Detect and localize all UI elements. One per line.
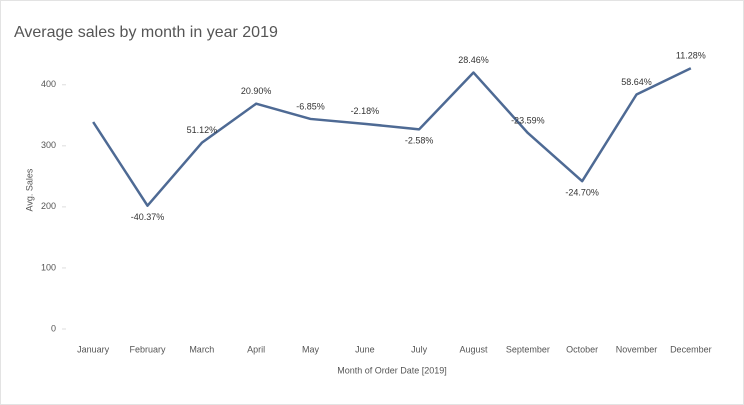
y-tick-label: 300 (41, 140, 56, 150)
value-label: -23.59% (511, 115, 545, 125)
x-tick-label: December (670, 344, 712, 354)
x-tick-label: February (129, 344, 166, 354)
value-label: 28.46% (458, 55, 489, 65)
x-tick-label: August (459, 344, 488, 354)
value-label: 11.28% (676, 51, 706, 61)
value-label: 51.12% (187, 125, 218, 135)
value-label: 20.90% (241, 86, 272, 96)
x-tick-label: July (411, 344, 428, 354)
value-label: -6.85% (296, 101, 325, 111)
x-tick-label: September (506, 344, 550, 354)
x-tick-label: April (247, 344, 265, 354)
y-tick-label: 400 (41, 79, 56, 89)
x-tick-label: May (302, 344, 320, 354)
x-tick-label: November (616, 344, 658, 354)
x-tick-label: January (77, 344, 110, 354)
value-label: -24.70% (565, 188, 599, 198)
y-tick-label: 200 (41, 201, 56, 211)
value-label: -2.58% (405, 136, 434, 146)
chart-title: Average sales by month in year 2019 (14, 24, 278, 41)
line (92, 67, 692, 207)
y-tick-label: 100 (41, 262, 56, 272)
x-tick-label: October (566, 344, 598, 354)
y-tick-label: 0 (51, 323, 56, 333)
x-tick-label: March (189, 344, 214, 354)
x-tick-label: June (355, 344, 375, 354)
x-axis-title: Month of Order Date [2019] (337, 365, 447, 375)
y-axis-title: Avg. Sales (24, 168, 34, 211)
value-label: -2.18% (351, 106, 380, 116)
value-label: 58.64% (621, 77, 652, 87)
value-label: -40.37% (131, 212, 165, 222)
